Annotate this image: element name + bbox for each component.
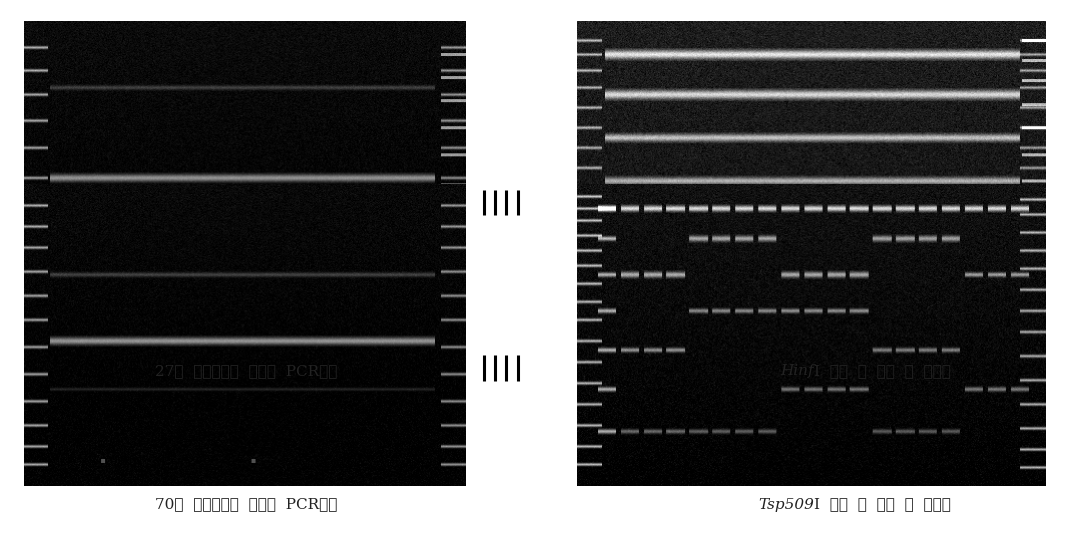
Text: Tsp509: Tsp509 <box>758 498 814 512</box>
Text: Hinf: Hinf <box>780 364 814 378</box>
Text: 27번  프라이머를  이용한  PCR산물: 27번 프라이머를 이용한 PCR산물 <box>154 364 337 378</box>
Text: I  처리  후  품종  간  다형성: I 처리 후 품종 간 다형성 <box>814 498 951 512</box>
Text: 70번  프라이머를  이용한  PCR산물: 70번 프라이머를 이용한 PCR산물 <box>154 498 337 512</box>
Text: I  처리  후  품종  간  다형성: I 처리 후 품종 간 다형성 <box>814 364 951 378</box>
